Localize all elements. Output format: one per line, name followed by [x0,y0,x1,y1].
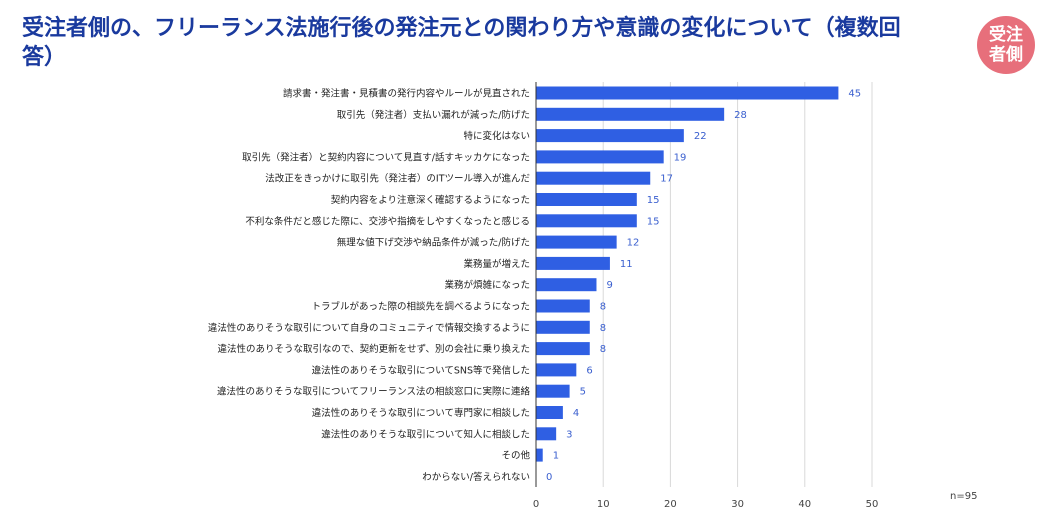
value-label: 15 [647,195,660,206]
x-tick-label: 20 [664,499,677,510]
category-label: 無理な値下げ交渉や納品条件が減った/防げた [337,237,530,249]
value-label: 8 [600,323,606,334]
value-label: 22 [694,131,707,142]
category-label: 違法性のありそうな取引なので、契約更新をせず、別の会社に乗り換えた [218,343,530,355]
x-tick-label: 50 [866,499,879,510]
value-label: 0 [546,472,552,483]
value-label: 12 [627,238,640,249]
bar [536,129,684,143]
bar [536,406,563,419]
category-label: 違法性のありそうな取引についてフリーランス法の相談窓口に実際に連絡 [217,386,531,398]
category-labels: 請求書・発注書・見積書の発行内容やルールが見直された取引先（発注者）支払い漏れが… [208,88,531,483]
value-label: 6 [586,365,592,376]
category-label: わからない/答えられない [422,471,530,483]
category-label: 特に変化はない [463,130,530,142]
x-tick-label: 10 [597,499,610,510]
bar [536,384,570,398]
bar [536,299,590,313]
value-label: 15 [647,216,660,227]
category-label: 契約内容をより注意深く確認するようになった [331,194,530,206]
category-label: 請求書・発注書・見積書の発行内容やルールが見直された [283,88,530,100]
value-label: 4 [573,408,579,419]
category-label: トラブルがあった際の相談先を調べるようになった [311,301,530,313]
bar [536,427,557,441]
category-label: その他 [501,450,530,462]
category-label: 違法性のありそうな取引について自身のコミュニティで情報交換するように [208,322,530,334]
respondent-badge: 受注者側 [977,16,1035,74]
bars [536,86,839,462]
bar [536,150,664,164]
bar [536,278,597,292]
category-label: 違法性のありそうな取引についてSNS等で発信した [312,364,530,376]
bar [536,448,543,462]
category-label: 法改正をきっかけに取引先（発注者）のITツール導入が進んだ [265,173,530,185]
category-label: 不利な条件だと感じた際に、交渉や指摘をしやすくなったと感じる [245,215,530,227]
x-axis-ticks: 0 10 20 30 40 50 [533,499,879,510]
category-label: 業務が煩雑になった [444,279,530,291]
x-tick-label: 0 [533,499,539,510]
value-label: 8 [600,302,606,313]
gridlines [602,82,873,487]
value-label: 19 [674,152,687,163]
value-label: 8 [600,344,606,355]
category-label: 取引先（発注者）支払い漏れが減った/防げた [337,109,530,121]
value-label: 11 [620,259,633,270]
x-tick-label: 30 [731,499,744,510]
bar [536,171,651,185]
value-label: 3 [566,429,572,440]
chart-title: 受注者側の、フリーランス法施行後の発注元との関わり方や意識の変化について（複数回… [22,16,901,70]
bar [536,235,617,249]
category-label: 業務量が増えた [463,258,530,270]
category-label: 違法性のありそうな取引について知人に相談した [321,428,530,440]
value-label: 1 [553,451,559,462]
bar [536,320,590,334]
bar [536,86,839,100]
bar [536,107,725,121]
bar [536,363,577,377]
value-label: 9 [606,280,612,291]
bar [536,193,637,206]
value-label: 17 [660,174,673,185]
category-label: 取引先（発注者）と契約内容について見直す/話すキッカケになった [242,151,530,163]
bar [536,214,637,228]
value-label: 28 [734,110,747,121]
value-label: 5 [580,387,586,398]
bar [536,256,610,270]
bar [536,342,590,356]
x-tick-label: 40 [798,499,811,510]
category-label: 違法性のありそうな取引について専門家に相談した [312,407,530,419]
sample-size-note: n=95 [950,491,977,502]
value-label: 45 [848,89,861,100]
